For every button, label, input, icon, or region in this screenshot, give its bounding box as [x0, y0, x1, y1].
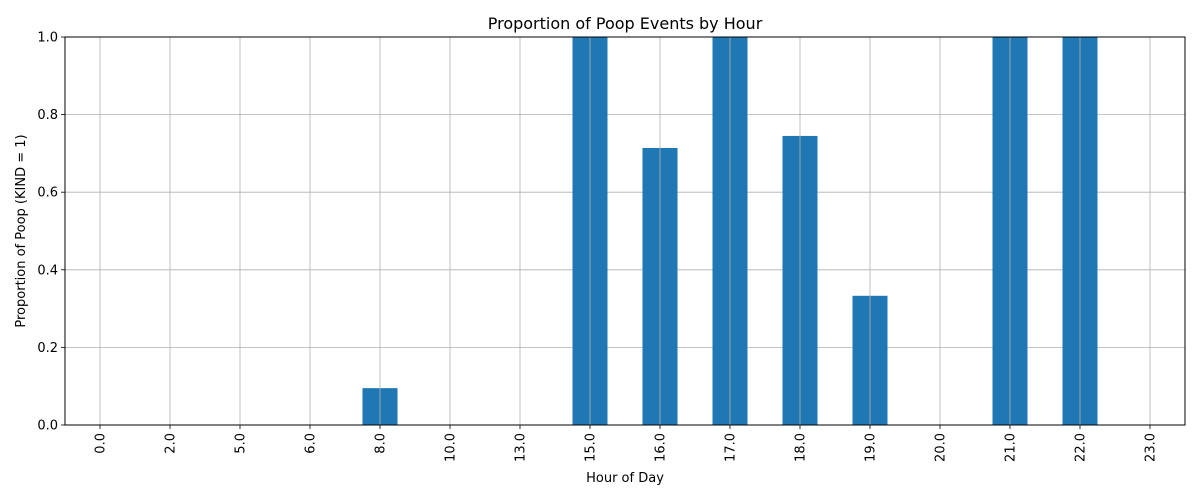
- y-axis: 0.0 0.2 0.4 0.6 0.8 1.0: [37, 31, 65, 434]
- x-tick-label: 2.0: [164, 433, 179, 454]
- x-tick-label: 8.0: [374, 433, 389, 454]
- x-tick-label: 13.0: [514, 433, 529, 462]
- x-tick-label: 15.0: [584, 433, 599, 462]
- x-tick-label: 23.0: [1144, 433, 1159, 462]
- x-tick-label: 5.0: [234, 433, 249, 454]
- x-tick-label: 21.0: [1004, 433, 1019, 462]
- y-axis-label: Proportion of Poop (KIND = 1): [14, 134, 29, 327]
- x-axis: 0.0 2.0 5.0 6.0 8.0 10.0 13.0 15.0 16.0 17.0 18.0 1…: [94, 425, 1159, 462]
- chart-title: Proportion of Poop Events by Hour: [488, 14, 763, 33]
- x-tick-label: 0.0: [94, 433, 109, 454]
- plot-frame: [64, 36, 1186, 426]
- x-tick-label: 18.0: [794, 433, 809, 462]
- x-tick-label: 20.0: [934, 433, 949, 462]
- y-tick-label: 0.8: [37, 108, 58, 123]
- y-tick-label: 0.0: [37, 419, 58, 434]
- x-tick-label: 10.0: [444, 433, 459, 462]
- x-tick-label: 17.0: [724, 433, 739, 462]
- y-tick-label: 0.2: [37, 341, 58, 356]
- x-tick-label: 22.0: [1074, 433, 1089, 462]
- y-tick-label: 0.6: [37, 186, 58, 201]
- y-tick-label: 0.4: [37, 263, 58, 278]
- x-axis-label: Hour of Day: [586, 471, 664, 486]
- x-grid: [99, 37, 1151, 425]
- x-tick-label: 19.0: [864, 433, 879, 462]
- x-tick-label: 16.0: [654, 433, 669, 462]
- x-tick-label: 6.0: [304, 433, 319, 454]
- y-tick-label: 1.0: [37, 31, 58, 46]
